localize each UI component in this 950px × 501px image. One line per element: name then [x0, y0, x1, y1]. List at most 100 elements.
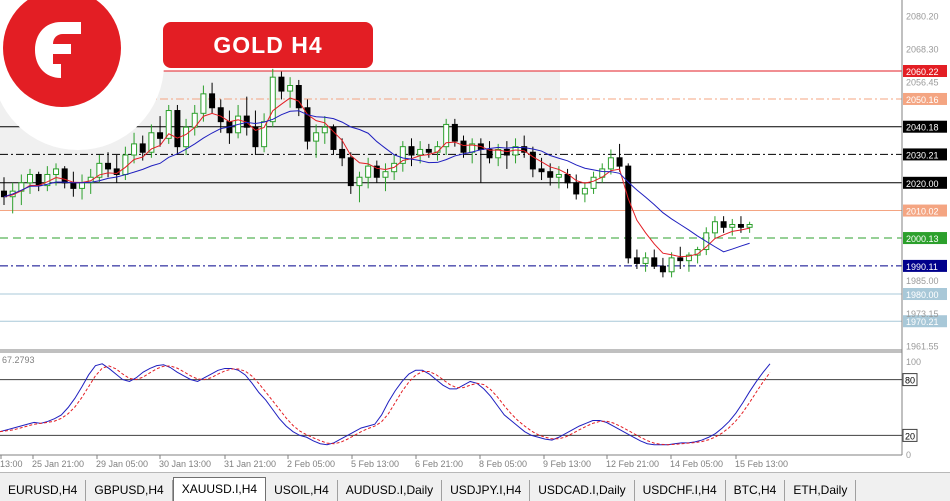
- candle-body: [668, 257, 675, 273]
- level-tag-label: 1980.00: [906, 290, 939, 300]
- level-tag: [903, 232, 947, 245]
- level-tag-label: 2050.16: [906, 95, 939, 105]
- candle-body: [625, 165, 632, 259]
- ema-fast-line: [3, 97, 750, 258]
- horizontal-levels: [0, 70, 902, 322]
- tab-usdjpy-i-h4[interactable]: USDJPY.I,H4: [442, 480, 531, 501]
- level-tag: [903, 204, 947, 217]
- candle-body: [148, 132, 155, 153]
- time-tick-label: 2 Feb 05:00: [287, 459, 335, 469]
- tab-audusd-i-daily[interactable]: AUDUSD.I,Daily: [338, 480, 443, 501]
- candle-body: [122, 154, 129, 175]
- osc-k-line: [0, 363, 771, 446]
- price-tick-label: 2056.45: [906, 77, 939, 87]
- tab-btc-h4[interactable]: BTC,H4: [726, 480, 786, 501]
- candle-body: [183, 126, 190, 148]
- time-tick-label: 9 Feb 13:00: [543, 459, 591, 469]
- time-tick-label: 14 Feb 05:00: [670, 459, 723, 469]
- level-tag-label: 2010.02: [906, 207, 939, 217]
- time-axis: 13:00 25 Jan 21:00 29 Jan 05:00 30 Jan 13:0…: [0, 455, 788, 469]
- time-tick-label: 30 Jan 13:00: [159, 459, 211, 469]
- candle-body: [139, 143, 146, 153]
- time-tick-label: 8 Feb 05:00: [479, 459, 527, 469]
- candle-body: [547, 171, 554, 178]
- candle-body: [87, 176, 94, 184]
- tab-eurusd-h4[interactable]: EURUSD,H4: [0, 480, 87, 501]
- candle-body: [209, 93, 216, 109]
- candle-body: [633, 257, 640, 264]
- level-tag: [903, 65, 947, 77]
- candle-body: [27, 173, 34, 184]
- candle-body: [165, 110, 172, 139]
- candle-body: [607, 157, 614, 170]
- tab-usdcad-i-daily[interactable]: USDCAD.I,Daily: [530, 480, 635, 501]
- candle-body: [339, 148, 346, 159]
- candle-body: [131, 143, 138, 156]
- price-tick-label: 1985.00: [906, 276, 939, 286]
- level-tag: [903, 288, 947, 301]
- candle-body: [252, 126, 259, 148]
- candle-body: [659, 265, 666, 273]
- candle-body: [495, 148, 502, 159]
- tab-usdchf-i-h4[interactable]: USDCHF.I,H4: [635, 480, 726, 501]
- candle-body: [503, 148, 510, 156]
- level-tag-label: 1970.21: [906, 317, 939, 327]
- candle-body: [61, 168, 68, 184]
- candle-body: [555, 173, 562, 178]
- brand-logo-circle: [0, 0, 164, 150]
- time-tick-label: 31 Jan 21:00: [224, 459, 276, 469]
- price-tick-label: 2068.30: [906, 45, 939, 55]
- candle-body: [486, 148, 493, 159]
- candle-body: [157, 132, 164, 139]
- osc-level-tag: [902, 428, 918, 442]
- candle-body: [677, 257, 684, 262]
- candle-body: [373, 165, 380, 178]
- price-tick-label: 1961.55: [906, 341, 939, 351]
- time-tick-label: 5 Feb 13:00: [351, 459, 399, 469]
- time-tick-label: 12 Feb 21:00: [606, 459, 659, 469]
- time-tick-label: 13:00: [0, 459, 23, 469]
- time-tick-label: 6 Feb 21:00: [415, 459, 463, 469]
- moving-averages: [3, 97, 750, 258]
- candle-body: [96, 162, 103, 178]
- candle-body: [278, 76, 285, 92]
- candle-body: [269, 76, 276, 123]
- level-tag: [903, 148, 947, 161]
- ma-slow-line: [3, 110, 750, 253]
- candle-body: [538, 168, 545, 173]
- level-tag: [903, 92, 947, 105]
- osc-tick-label: 0: [906, 450, 911, 460]
- candle-body: [287, 85, 294, 92]
- candle-body: [295, 85, 302, 109]
- candle-body: [417, 148, 424, 156]
- tab-xauusd-i-h4[interactable]: XAUUSD.I,H4: [172, 477, 267, 501]
- candle-body: [746, 224, 753, 228]
- candle-body: [261, 121, 268, 148]
- candle-body: [382, 171, 389, 178]
- candle-body: [590, 176, 597, 189]
- candle-body: [685, 254, 692, 262]
- candle-body: [737, 224, 744, 228]
- candle-body: [443, 123, 450, 148]
- candle-body: [581, 187, 588, 195]
- tab-eth-daily[interactable]: ETH,Daily: [785, 480, 857, 501]
- symbol-tabs: EURUSD,H4 GBPUSD,H4 XAUUSD.I,H4 USOIL,H4 AUD…: [0, 472, 950, 501]
- tab-gbpusd-h4[interactable]: GBPUSD,H4: [86, 480, 173, 501]
- level-tag: [903, 176, 947, 189]
- candle-body: [304, 107, 311, 142]
- level-tag-label: 2020.00: [906, 179, 939, 189]
- price-tick-label: 1973.15: [906, 309, 939, 319]
- candle-body: [365, 165, 372, 178]
- candle-body: [35, 173, 42, 187]
- candle-body: [651, 257, 658, 267]
- candle-body: [720, 221, 727, 228]
- candle-body: [451, 123, 458, 142]
- osc-tick-label: 100: [906, 357, 921, 367]
- candle-body: [399, 146, 406, 164]
- price-tick-label: 2080.20: [906, 11, 939, 21]
- level-tag-label: 1990.11: [906, 262, 938, 272]
- candle-body: [330, 126, 337, 150]
- tab-usoil-h4[interactable]: USOIL,H4: [266, 480, 338, 501]
- level-tag-label: 2000.13: [906, 234, 939, 244]
- candle-body: [729, 224, 736, 228]
